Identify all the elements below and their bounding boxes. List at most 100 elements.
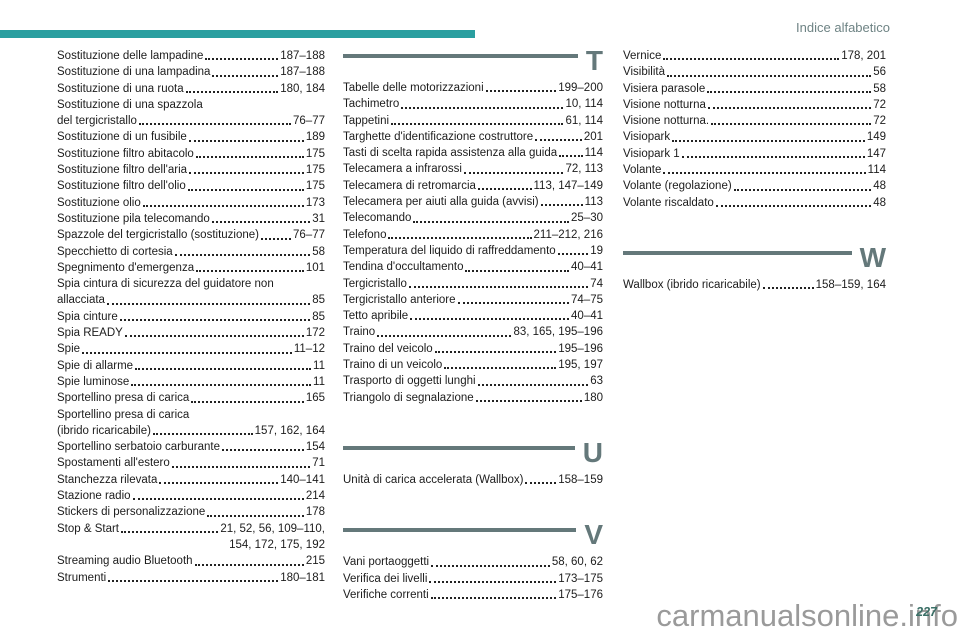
index-entry-line: Visiopark 1 147: [623, 146, 886, 162]
entry-label: Visiopark: [623, 131, 671, 144]
index-entry-line: Stickers di personalizzazione 178: [57, 504, 325, 520]
leader-dots: [207, 514, 304, 517]
index-entry-line: Visiopark 149: [623, 129, 886, 145]
entry-label: Spegnimento d'emergenza: [57, 261, 195, 274]
index-entry-line: Traino di un veicolo 195, 197: [343, 357, 603, 373]
entry-pages: 85: [312, 294, 325, 307]
entry-pages: 63: [590, 375, 603, 388]
entry-label: Tachimetro: [343, 98, 400, 111]
index-entry-line: Telecomando 25–30: [343, 210, 603, 226]
index-entry-line: allacciata 85: [57, 292, 325, 308]
leader-dots: [559, 155, 583, 158]
leader-dots: [681, 156, 865, 159]
index-entry-line: Sportellino presa di carica 165: [57, 390, 325, 406]
entry-pages: 74–75: [571, 293, 603, 306]
leader-dots: [711, 123, 872, 126]
leader-dots: [191, 400, 304, 403]
leader-dots: [377, 334, 512, 337]
section-rule: [343, 445, 575, 450]
entry-label: Sostituzione filtro dell'aria: [57, 164, 188, 177]
entry-pages: 83, 165, 195–196: [513, 326, 603, 339]
entry-label: Specchietto di cortesia: [57, 245, 173, 258]
index-entry-line: Spia cintura di sicurezza del guidatore …: [57, 276, 325, 292]
leader-dots: [211, 221, 311, 224]
entry-label: Vernice: [623, 50, 662, 62]
entry-label: Sostituzione filtro abitacolo: [57, 147, 194, 160]
index-entry-line: Targhette d'identificazione costruttore 2…: [343, 129, 603, 145]
index-entry-line: Vernice 178, 201: [623, 48, 886, 64]
index-entry-line: Visione notturna. 72: [623, 113, 886, 129]
entry-pages: 189: [305, 131, 325, 144]
leader-dots: [457, 302, 570, 305]
entry-label: Spie: [57, 343, 81, 356]
index-entry-line: Sostituzione filtro dell'aria 175: [57, 162, 325, 178]
entry-label: Vani portaoggetti: [343, 556, 430, 569]
entry-pages: 56: [873, 66, 886, 79]
entry-pages: 158–159, 164: [815, 278, 886, 291]
entry-label: del tergicristallo: [57, 115, 137, 128]
index-entry-line: Spegnimento d'emergenza 101: [57, 260, 325, 276]
section-header-U: U: [343, 436, 603, 468]
leader-dots: [82, 351, 292, 354]
index-entry-line: Sostituzione pila telecomando 31: [57, 211, 325, 227]
leader-dots: [707, 90, 872, 93]
index-entry-line: Traino del veicolo 195–196: [343, 341, 603, 357]
leader-dots: [171, 465, 311, 468]
entry-pages: 180: [583, 391, 603, 404]
index-entry-line: Sostituzione filtro dell'olio 175: [57, 178, 325, 194]
entry-label: Traino del veicolo: [343, 342, 433, 355]
entry-pages: 11: [313, 375, 325, 388]
entry-label: allacciata: [57, 294, 105, 307]
entry-label: Verifiche correnti: [343, 588, 429, 601]
entry-label: Sportellino presa di carica: [57, 392, 190, 405]
index-entry-line: Visibilità 56: [623, 64, 886, 80]
entry-label: Spia cinture: [57, 310, 118, 323]
index-column-left: Sostituzione delle lampadine 187–188 Sosti…: [57, 48, 325, 586]
entry-pages: 48: [873, 180, 886, 193]
leader-dots: [663, 58, 840, 61]
index-entry-line: Tachimetro 10, 114: [343, 96, 603, 112]
leader-dots: [187, 188, 304, 191]
leader-dots: [132, 498, 304, 501]
entry-pages: 74: [590, 277, 603, 290]
index-entry-line: Triangolo di segnalazione 180: [343, 390, 603, 406]
entry-label: Stickers di personalizzazione: [57, 506, 206, 519]
entry-label: Sostituzione di una ruota: [57, 82, 184, 95]
index-entry-line: Tergicristallo 74: [343, 276, 603, 292]
entry-label: Telefono: [343, 228, 387, 241]
leader-dots: [444, 367, 557, 370]
leader-dots: [174, 253, 311, 256]
entry-label: Traino: [343, 326, 376, 339]
entry-pages: 178, 201: [841, 50, 886, 62]
index-entry-line: Spia cinture 85: [57, 309, 325, 325]
entry-label: Volante (regolazione): [623, 180, 732, 193]
section-letter: U: [582, 436, 603, 468]
entry-pages: 71: [312, 457, 325, 470]
leader-dots: [195, 156, 304, 159]
leader-dots: [391, 122, 564, 125]
leader-dots: [410, 318, 570, 321]
entry-label: Spazzole del tergicristallo (sostituzion…: [57, 229, 259, 242]
entry-label: Streaming audio Bluetooth: [57, 555, 193, 568]
leader-dots: [485, 90, 557, 93]
entry-label: Tergicristallo: [343, 277, 407, 290]
index-entry-line: Tasti di scelta rapida assistenza alla g…: [343, 145, 603, 161]
index-entry-line: Visione notturna 72: [623, 97, 886, 113]
leader-dots: [431, 564, 550, 567]
index-entry-line: Visiera parasole 58: [623, 81, 886, 97]
index-entry-line: Verifiche correnti 175–176: [343, 587, 603, 603]
entry-label: Sostituzione di un fusibile: [57, 131, 187, 144]
entry-pages: 48: [873, 196, 886, 209]
leader-dots: [762, 287, 814, 290]
entry-pages: 165: [305, 392, 325, 405]
index-entry-line: (ibrido ricaricabile) 157, 162, 164: [57, 423, 325, 439]
entry-pages: 195, 197: [558, 359, 603, 372]
entry-pages: 10, 114: [565, 98, 603, 111]
index-entry-line: Tetto apribile 40–41: [343, 308, 603, 324]
leader-dots: [119, 319, 311, 322]
entry-label: Sostituzione olio: [57, 196, 141, 209]
entry-pages: 199–200: [558, 82, 603, 94]
index-entry-line: Telecamera di retromarcia 113, 147–149: [343, 178, 603, 194]
entry-label: Spie luminose: [57, 375, 130, 388]
leader-dots: [465, 269, 570, 272]
